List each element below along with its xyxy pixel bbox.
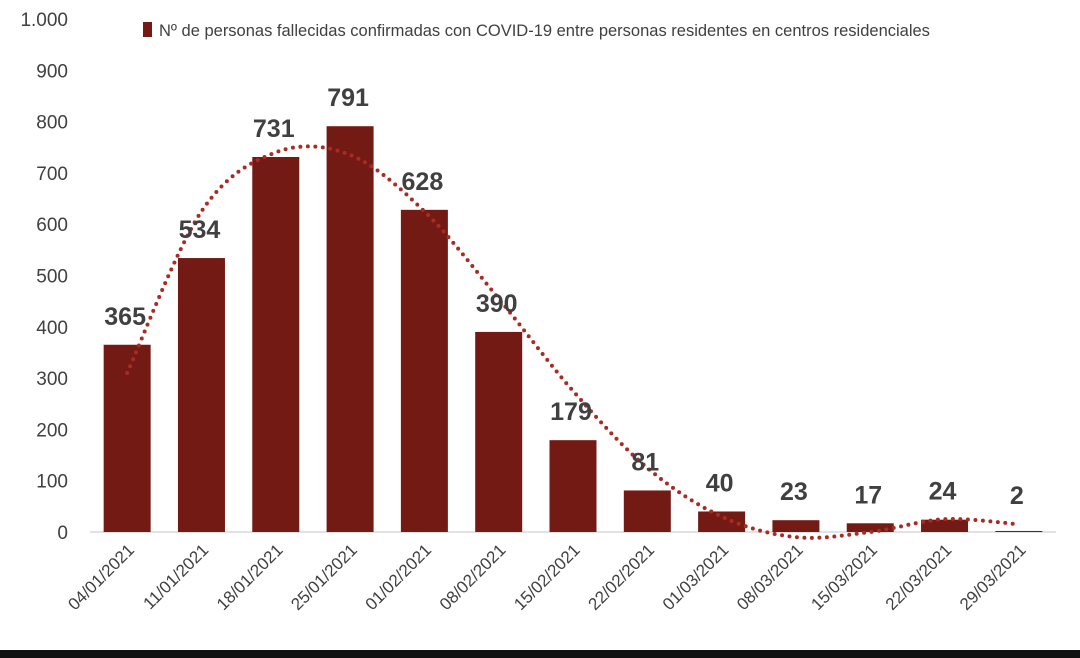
y-tick-label: 500 xyxy=(36,267,68,288)
data-label: 731 xyxy=(253,115,295,143)
data-label: 24 xyxy=(929,478,957,506)
data-label: 791 xyxy=(327,84,369,112)
bar xyxy=(846,523,894,532)
y-tick-label: 400 xyxy=(36,318,68,339)
bar xyxy=(326,126,374,532)
bar xyxy=(995,530,1043,532)
y-tick-label: 0 xyxy=(57,523,68,544)
y-tick-label: 900 xyxy=(36,61,68,82)
data-labels: 365 534 731 791 628 390 179 81 40 23 17 24 2 xyxy=(104,84,1024,510)
data-label: 390 xyxy=(476,290,518,318)
x-axis: 04/01/2021 11/01/2021 18/01/2021 25/01/2021… xyxy=(64,540,1029,614)
y-tick-label: 300 xyxy=(36,369,68,390)
bar xyxy=(475,331,523,532)
x-tick-label: 08/03/2021 xyxy=(733,540,807,614)
bar xyxy=(103,344,151,532)
y-tick-label: 800 xyxy=(36,113,68,134)
data-label: 534 xyxy=(179,216,221,244)
x-tick-label: 22/02/2021 xyxy=(585,540,659,614)
data-label: 628 xyxy=(402,168,444,196)
x-tick-label: 11/01/2021 xyxy=(140,540,213,613)
bar xyxy=(772,520,820,532)
bars xyxy=(103,126,1043,532)
x-tick-label: 08/02/2021 xyxy=(436,540,510,614)
bar xyxy=(623,490,671,532)
data-label: 365 xyxy=(104,303,146,331)
trendline xyxy=(125,144,1021,540)
x-tick-label: 01/03/2021 xyxy=(659,540,733,614)
y-tick-label: 200 xyxy=(36,420,68,441)
y-axis: 0 100 200 300 400 500 600 700 800 900 1.000 xyxy=(20,10,68,544)
x-tick-label: 01/02/2021 xyxy=(362,540,436,614)
x-tick-label: 15/02/2021 xyxy=(510,540,584,614)
data-label: 17 xyxy=(854,481,882,509)
y-tick-label: 700 xyxy=(36,164,68,185)
bar xyxy=(549,440,597,532)
data-label: 23 xyxy=(780,478,808,506)
y-tick-label: 1.000 xyxy=(20,10,68,31)
legend-label: Nº de personas fallecidas confirmadas co… xyxy=(159,22,930,40)
bar xyxy=(177,258,225,532)
bar xyxy=(698,511,746,532)
x-tick-label: 22/03/2021 xyxy=(882,540,956,614)
bottom-border xyxy=(0,650,1080,658)
data-label: 81 xyxy=(631,448,659,476)
x-tick-label: 25/01/2021 xyxy=(287,540,361,614)
x-tick-label: 18/01/2021 xyxy=(213,540,287,614)
bar xyxy=(252,156,300,532)
legend: Nº de personas fallecidas confirmadas co… xyxy=(143,22,930,40)
x-tick-label: 29/03/2021 xyxy=(956,540,1030,614)
bar xyxy=(921,519,969,532)
data-label: 2 xyxy=(1010,482,1024,510)
y-tick-label: 100 xyxy=(36,472,68,493)
x-tick-label: 04/01/2021 xyxy=(64,540,138,614)
x-tick-label: 15/03/2021 xyxy=(807,540,881,614)
bar xyxy=(400,209,448,532)
data-label: 179 xyxy=(550,398,592,426)
legend-swatch xyxy=(143,22,152,37)
y-tick-label: 600 xyxy=(36,215,68,236)
data-label: 40 xyxy=(706,469,734,497)
